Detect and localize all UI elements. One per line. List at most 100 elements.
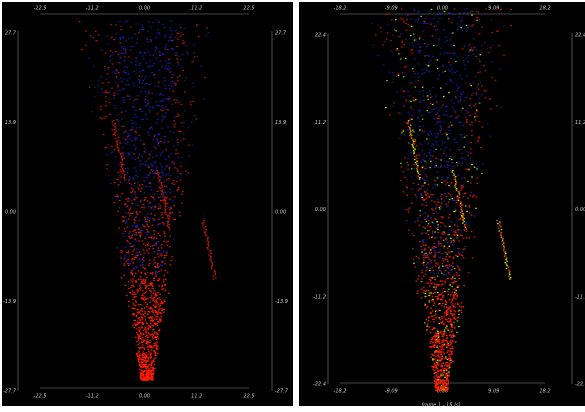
point bbox=[148, 307, 150, 308]
point bbox=[472, 11, 474, 12]
point bbox=[88, 58, 90, 59]
point bbox=[406, 195, 408, 196]
point bbox=[145, 114, 147, 115]
point bbox=[204, 232, 206, 233]
point bbox=[417, 170, 419, 171]
point bbox=[406, 122, 408, 123]
point bbox=[427, 262, 429, 263]
point bbox=[446, 344, 448, 345]
point bbox=[470, 182, 472, 183]
point bbox=[425, 23, 427, 24]
point bbox=[141, 370, 143, 371]
point bbox=[153, 263, 155, 264]
point bbox=[463, 60, 465, 61]
point bbox=[432, 56, 434, 57]
point bbox=[461, 306, 463, 307]
point bbox=[210, 256, 212, 257]
point bbox=[155, 355, 157, 356]
point bbox=[457, 165, 459, 166]
point bbox=[126, 252, 128, 253]
point bbox=[426, 307, 428, 308]
point bbox=[402, 19, 404, 20]
point bbox=[159, 297, 161, 298]
point bbox=[431, 145, 433, 146]
point bbox=[412, 116, 414, 117]
point bbox=[400, 58, 402, 59]
point bbox=[133, 320, 135, 321]
point bbox=[123, 132, 125, 133]
point bbox=[431, 9, 433, 10]
point bbox=[142, 351, 144, 352]
point bbox=[147, 314, 149, 315]
point bbox=[149, 92, 151, 93]
point bbox=[210, 253, 212, 254]
point bbox=[144, 307, 146, 308]
point bbox=[440, 206, 442, 207]
point bbox=[506, 264, 508, 265]
point bbox=[117, 144, 119, 145]
point bbox=[114, 132, 116, 133]
point bbox=[151, 298, 153, 299]
point bbox=[433, 321, 435, 322]
y-tick-label: -22.4 bbox=[313, 382, 326, 388]
point bbox=[433, 248, 435, 249]
point bbox=[432, 231, 434, 232]
point bbox=[114, 105, 116, 106]
point bbox=[413, 153, 415, 154]
point bbox=[114, 93, 116, 94]
point bbox=[160, 196, 162, 197]
point bbox=[457, 24, 459, 25]
point bbox=[467, 12, 469, 13]
point bbox=[452, 107, 454, 108]
point bbox=[434, 352, 436, 353]
point bbox=[150, 297, 152, 298]
point bbox=[430, 332, 432, 333]
point bbox=[208, 241, 210, 242]
point bbox=[121, 156, 123, 157]
point bbox=[145, 343, 147, 344]
point bbox=[440, 370, 442, 371]
point bbox=[190, 101, 192, 102]
point bbox=[442, 297, 444, 298]
point bbox=[118, 54, 120, 55]
point bbox=[166, 197, 168, 198]
point bbox=[447, 53, 449, 54]
point bbox=[150, 39, 152, 40]
point bbox=[465, 69, 467, 70]
point bbox=[125, 139, 127, 140]
point bbox=[144, 361, 146, 362]
point bbox=[443, 363, 445, 364]
point bbox=[452, 170, 454, 171]
point bbox=[109, 61, 111, 62]
point bbox=[453, 257, 455, 258]
point bbox=[148, 368, 150, 369]
point bbox=[138, 290, 140, 291]
point bbox=[419, 37, 421, 38]
point bbox=[158, 330, 160, 331]
point bbox=[443, 349, 445, 350]
point bbox=[111, 88, 113, 89]
point bbox=[497, 223, 499, 224]
point bbox=[151, 295, 153, 296]
point bbox=[168, 59, 170, 60]
point bbox=[131, 213, 133, 214]
point bbox=[127, 227, 129, 228]
point bbox=[478, 11, 480, 12]
point bbox=[117, 71, 119, 72]
point bbox=[451, 100, 453, 101]
point bbox=[447, 278, 449, 279]
y-tick-label: 22.4 bbox=[575, 33, 585, 39]
point bbox=[458, 310, 460, 311]
point bbox=[142, 224, 144, 225]
point bbox=[158, 280, 160, 281]
point bbox=[420, 246, 422, 247]
point bbox=[460, 310, 462, 311]
point bbox=[462, 251, 464, 252]
point bbox=[131, 203, 133, 204]
point bbox=[428, 112, 430, 113]
point bbox=[143, 143, 145, 144]
point bbox=[414, 267, 416, 268]
point bbox=[149, 260, 151, 261]
point bbox=[173, 205, 175, 206]
point bbox=[450, 313, 452, 314]
